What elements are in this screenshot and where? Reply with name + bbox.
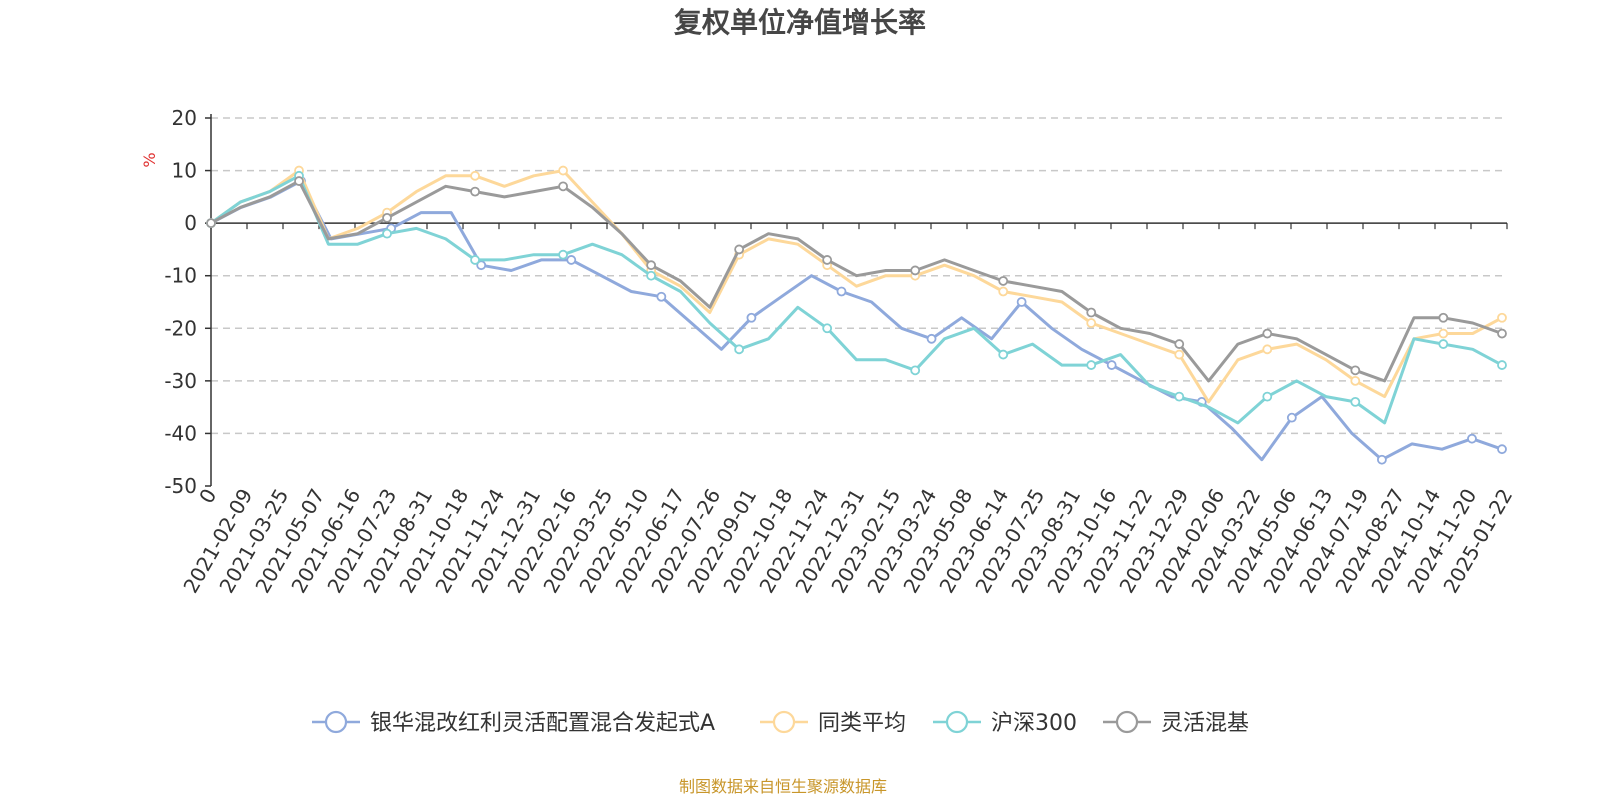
series-point-4: [1174, 339, 1185, 349]
series-point-4: [382, 212, 392, 223]
series-point-2: [1262, 344, 1273, 355]
series-point-4: [734, 244, 745, 255]
series-point-4: [1438, 312, 1449, 323]
y-axis-unit-label: %: [140, 152, 159, 167]
series-point-3: [1174, 391, 1185, 402]
legend-marker-icon: [1115, 710, 1139, 734]
series-point-4: [646, 260, 657, 271]
x-tick-labels: 02021-02-092021-03-252021-05-072021-06-1…: [178, 485, 1517, 598]
y-tick-label: 0: [184, 211, 197, 235]
series-point-4: [1497, 328, 1507, 339]
legend-label: 同类平均: [818, 711, 906, 736]
series-point-2: [470, 170, 480, 181]
series-point-3: [1350, 396, 1361, 407]
series-point-1: [566, 255, 577, 265]
series-point-3: [382, 228, 392, 239]
series-point-2: [1497, 312, 1507, 323]
series-point-4: [1262, 328, 1273, 339]
series-point-1: [1286, 412, 1297, 423]
series-point-3: [998, 349, 1009, 360]
y-tick-label: 20: [172, 106, 197, 130]
series-point-3: [1497, 360, 1507, 370]
series-point-3: [1262, 391, 1273, 402]
series-point-3: [646, 270, 657, 281]
series-point-2: [1350, 375, 1361, 386]
series-point-1: [1016, 297, 1027, 307]
series-point-3: [1438, 339, 1449, 349]
series-point-4: [206, 218, 216, 229]
legend-marker-icon: [324, 710, 348, 734]
legend-item-2[interactable]: 同类平均: [760, 710, 906, 736]
series-point-1: [1106, 360, 1117, 370]
series-point-1: [1497, 444, 1507, 455]
series-point-4: [470, 186, 480, 197]
legend-item-4[interactable]: 灵活混基: [1103, 710, 1249, 736]
series-line-3: [210, 174, 1503, 425]
y-tick-label: -50: [164, 474, 197, 498]
y-tick-label: 10: [172, 159, 197, 183]
series-lines: [206, 165, 1507, 465]
y-tick-label: -10: [164, 264, 197, 288]
series-point-4: [1350, 365, 1361, 376]
legend-item-3[interactable]: 沪深300: [933, 710, 1077, 736]
series-point-4: [1086, 307, 1097, 318]
y-tick-labels: 20 10 0 -10 -20 -30 -40 -50: [164, 106, 197, 498]
legend-item-1[interactable]: 银华混改红利灵活配置混合发起式A: [312, 710, 715, 736]
x-tick-label: 0: [194, 485, 221, 508]
series-point-2: [558, 165, 568, 176]
source-note: 制图数据来自恒生聚源数据库: [679, 777, 887, 796]
legend-marker-icon: [772, 710, 796, 734]
series-line-4: [210, 179, 1503, 383]
grid-lines: [205, 117, 1507, 487]
series-point-4: [998, 276, 1009, 286]
series-point-3: [734, 344, 745, 355]
series-point-2: [1438, 328, 1449, 339]
series-point-3: [470, 255, 480, 265]
series-point-1: [656, 291, 667, 302]
series-point-4: [294, 176, 304, 186]
series-point-1: [1377, 454, 1387, 465]
y-tick-label: -30: [164, 369, 197, 393]
series-point-3: [1086, 360, 1097, 370]
series-point-4: [558, 181, 568, 192]
legend-marker-icon: [945, 710, 969, 734]
series-point-1: [746, 312, 757, 323]
axes: [210, 114, 1508, 486]
series-point-3: [822, 323, 833, 334]
series-point-3: [910, 365, 921, 376]
series-point-1: [926, 333, 937, 344]
legend-label: 灵活混基: [1161, 711, 1249, 736]
series-point-2: [1086, 318, 1097, 328]
legend-label: 沪深300: [991, 711, 1077, 736]
series-line-2: [210, 169, 1503, 404]
series-point-2: [1174, 349, 1185, 360]
legend-label: 银华混改红利灵活配置混合发起式A: [370, 711, 715, 736]
legend[interactable]: 银华混改红利灵活配置混合发起式A 同类平均 沪深300 灵活混基: [312, 710, 1249, 736]
series-point-1: [836, 286, 847, 297]
series-point-1: [1467, 433, 1477, 444]
series-point-4: [910, 265, 921, 276]
series-point-2: [998, 286, 1009, 297]
series-point-4: [822, 255, 833, 265]
chart-title: 复权单位净值增长率: [674, 6, 926, 39]
series-point-3: [558, 249, 568, 260]
y-tick-label: -40: [164, 421, 197, 445]
y-tick-label: -20: [164, 316, 197, 340]
series-line-1: [210, 179, 1503, 462]
